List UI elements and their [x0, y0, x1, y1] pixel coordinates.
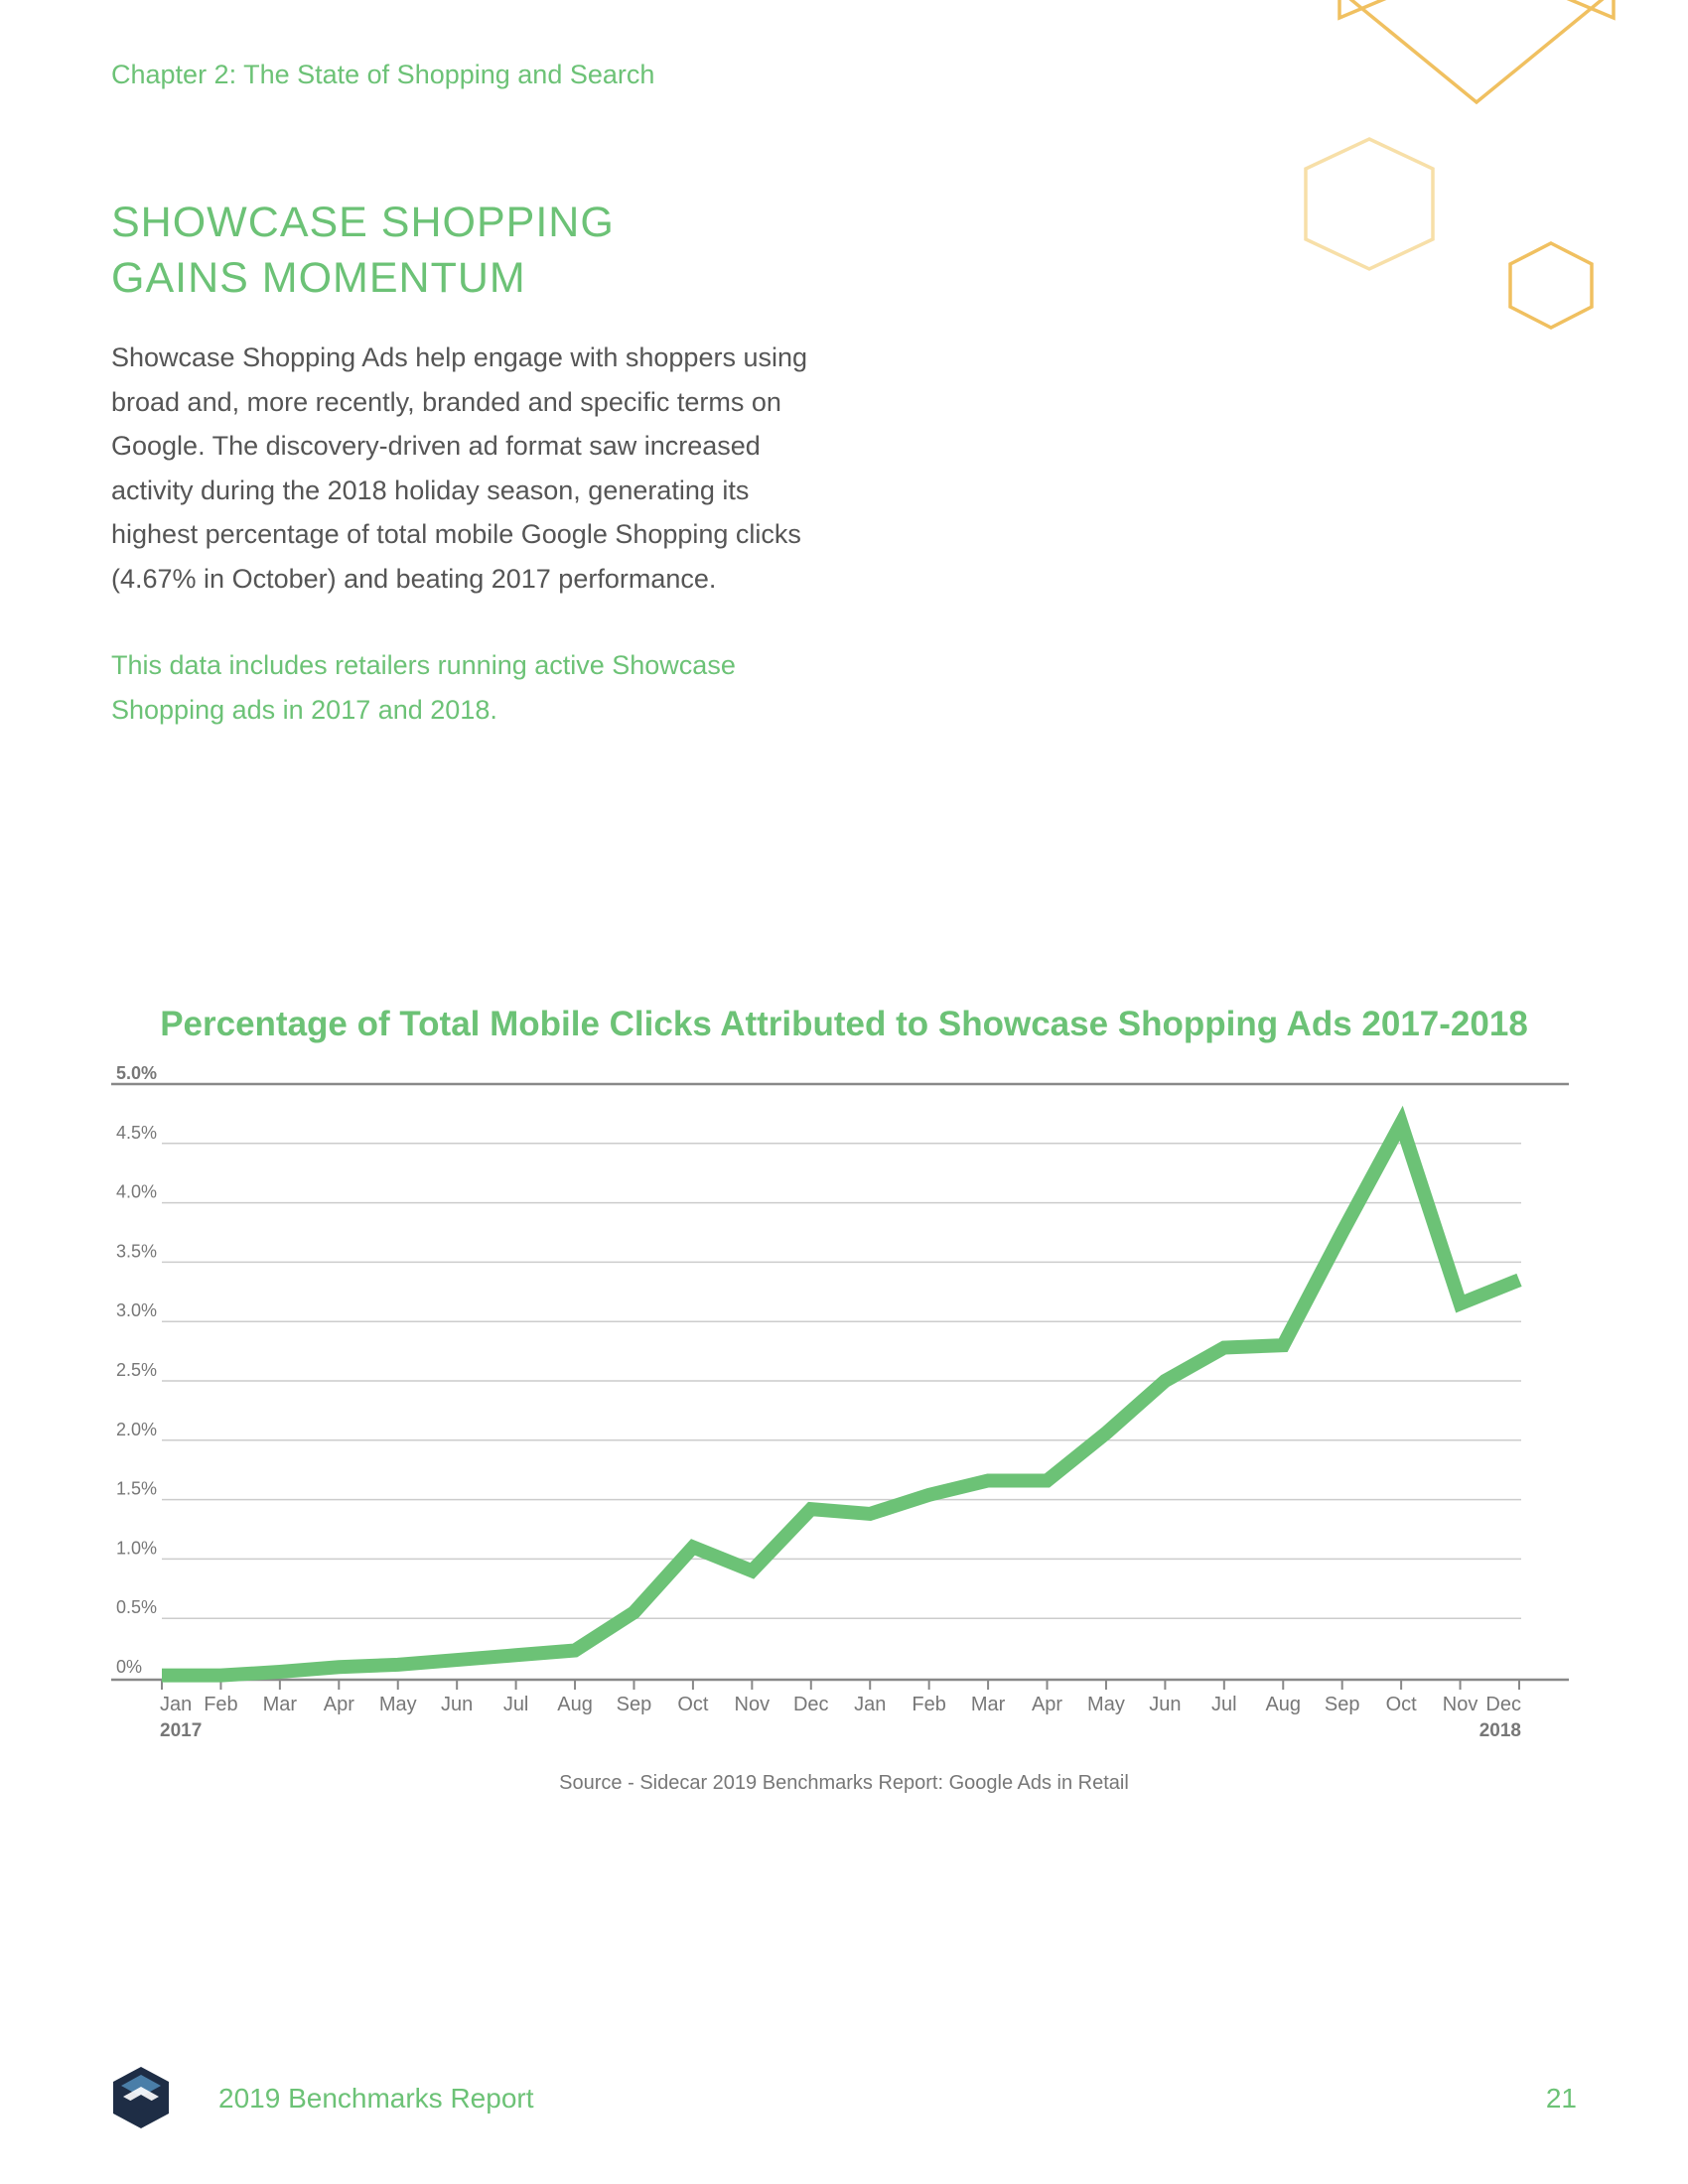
x-tick-label: Feb [204, 1694, 237, 1715]
paragraph-line: Google. The discovery-driven ad format s… [111, 431, 761, 461]
y-tick-label: 1.5% [116, 1479, 157, 1499]
chart-title: Percentage of Total Mobile Clicks Attrib… [160, 1005, 1528, 1043]
x-tick-label: Jun [441, 1694, 473, 1715]
x-tick-label: Oct [1386, 1694, 1418, 1715]
x-tick-label: Jul [503, 1694, 529, 1715]
hexagon-large-icon [1337, 0, 1616, 105]
note-line: Shopping ads in 2017 and 2018. [111, 694, 497, 725]
x-tick-label: Mar [971, 1694, 1006, 1715]
paragraph-line: (4.67% in October) and beating 2017 perf… [111, 563, 717, 594]
x-tick-label: Aug [1265, 1694, 1301, 1715]
x-tick-label: Mar [263, 1694, 298, 1715]
headline-line-2: GAINS MOMENTUM [111, 254, 526, 302]
chart-source: Source - Sidecar 2019 Benchmarks Report:… [559, 1772, 1129, 1794]
line-chart: 0% 0.5% 1.0% 1.5% 2.0% 2.5% 3.0% 3.5% 4.0% 4.5% 5.… [111, 1063, 1569, 1741]
y-tick-label: 0% [116, 1657, 142, 1677]
series-line [162, 1105, 1522, 1683]
x-tick-label: May [1087, 1694, 1125, 1715]
x-tick-label: Nov [735, 1694, 771, 1715]
chapter-heading: Chapter 2: The State of Shopping and Sea… [111, 60, 655, 89]
x-tick-label: Feb [912, 1694, 945, 1715]
paragraph-line: Showcase Shopping Ads help engage with s… [111, 342, 807, 372]
x-tick-label: Apr [1032, 1694, 1062, 1715]
paragraph-line: broad and, more recently, branded and sp… [111, 386, 781, 417]
x-tick-label: Jan [160, 1694, 192, 1715]
x-tick-label: Dec [1485, 1694, 1521, 1715]
y-tick-label: 3.5% [116, 1241, 157, 1261]
x-tick-label: Nov [1443, 1694, 1478, 1715]
section-headline: SHOWCASE SHOPPING GAINS MOMENTUM [111, 195, 615, 306]
y-tick-label: 0.5% [116, 1597, 157, 1617]
y-tick-label: 3.0% [116, 1300, 157, 1320]
x-tick-label: Oct [677, 1694, 709, 1715]
y-tick-label: 4.0% [116, 1182, 157, 1202]
footer-report-title: 2019 Benchmarks Report [218, 2083, 534, 2114]
note-line: This data includes retailers running act… [111, 650, 736, 680]
x-tick-label: May [379, 1694, 417, 1715]
data-note: This data includes retailers running act… [111, 643, 826, 732]
sidecar-logo-icon [113, 2067, 169, 2128]
x-tick-label: Jan [854, 1694, 886, 1715]
y-tick-label: 4.5% [116, 1123, 157, 1143]
x-tick-label: Sep [1325, 1694, 1360, 1715]
y-tick-label: 1.0% [116, 1538, 157, 1558]
x-tick-label: Jun [1149, 1694, 1181, 1715]
hexagon-medium-icon [1304, 137, 1435, 271]
paragraph-line: activity during the 2018 holiday season,… [111, 475, 750, 505]
decorative-hexagons [1304, 0, 1616, 330]
y-tick-label: 5.0% [116, 1063, 157, 1083]
y-tick-label: 2.5% [116, 1360, 157, 1380]
x-tick-label: Aug [557, 1694, 593, 1715]
x-tick-label: Jul [1211, 1694, 1237, 1715]
y-tick-label: 2.0% [116, 1420, 157, 1439]
year-label-end: 2018 [1479, 1720, 1521, 1741]
headline-line-1: SHOWCASE SHOPPING [111, 199, 615, 246]
body-paragraph: Showcase Shopping Ads help engage with s… [111, 336, 876, 601]
year-label-start: 2017 [160, 1720, 202, 1741]
hexagon-small-icon [1508, 241, 1594, 330]
x-tick-label: Dec [793, 1694, 829, 1715]
x-tick-label: Sep [617, 1694, 652, 1715]
paragraph-line: highest percentage of total mobile Googl… [111, 519, 801, 549]
page-number: 21 [1545, 2083, 1577, 2114]
x-tick-label: Apr [324, 1694, 354, 1715]
